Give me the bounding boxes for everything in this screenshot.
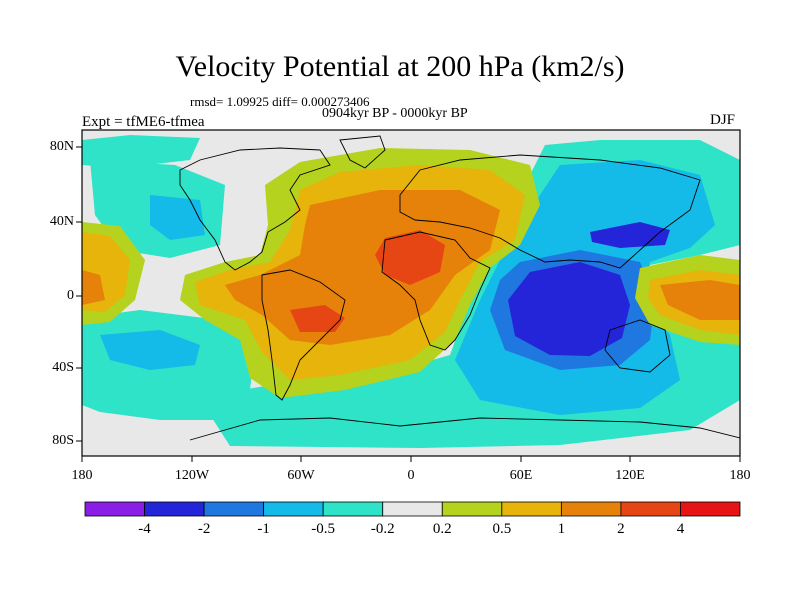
contour-pos-1-west-pacific: [660, 280, 740, 320]
contour-neg-0.5-pacific: [150, 195, 205, 240]
contour-pos-1-main: [225, 190, 500, 345]
colorbar-swatch: [144, 501, 205, 517]
lat-label-80n: 80N: [49, 139, 74, 154]
lon-label-120w: 120W: [174, 468, 210, 483]
colorbar-swatch: [560, 501, 622, 517]
axis-ticks: [76, 146, 741, 462]
coastlines: [179, 135, 740, 441]
lon-label-120e: 120E: [615, 468, 645, 483]
colorbar-label: -0.5: [311, 521, 336, 537]
lat-label-0: 0: [67, 288, 74, 303]
contour-neg-0.5-south-pacific: [100, 330, 200, 370]
experiment-label: Expt = tfME6-tfmea: [82, 114, 205, 130]
colorbar-swatch: [441, 501, 503, 517]
colorbar-label: -1: [257, 521, 270, 537]
lon-label-180w: 180: [71, 468, 93, 483]
colorbar-label: 4: [676, 521, 685, 537]
coast-greenland: [339, 135, 386, 169]
colorbar-swatch: [620, 501, 681, 517]
colorbar-swatch: [382, 501, 443, 517]
coast-australia: [604, 319, 671, 373]
coast-africa: [381, 231, 491, 351]
colorbar-label: 0.5: [492, 521, 512, 537]
lat-label-80s: 80S: [52, 433, 74, 448]
colorbar-label: 2: [617, 521, 625, 537]
colorbar-swatch: [203, 501, 265, 517]
colorbar-label: 0.2: [432, 521, 452, 537]
coast-north-america: [179, 147, 331, 271]
contour-pos-2-africa: [375, 230, 445, 285]
colorbar-label: -2: [197, 521, 211, 537]
colorbar: [84, 501, 741, 517]
contour-pos-2-south-atlantic: [290, 305, 345, 332]
time-period-label: 0904kyr BP - 0000kyr BP: [322, 106, 468, 121]
contour-pos-1-east-pacific: [82, 270, 105, 305]
lon-label-0: 0: [407, 468, 415, 483]
colorbar-swatch: [680, 501, 741, 517]
season-label: DJF: [710, 112, 736, 128]
colorbar-label: -4: [138, 521, 151, 537]
colorbar-swatch: [322, 501, 384, 517]
rmsd-diff-stats: rmsd= 1.09925 diff= 0.000273406: [190, 94, 370, 109]
colorbar-swatch: [84, 501, 145, 517]
colorbar-label: 1: [557, 521, 566, 537]
lat-label-40n: 40N: [49, 214, 74, 229]
colorbar-swatch: [263, 501, 324, 517]
coast-south-america: [261, 269, 346, 401]
plot-title: Velocity Potential at 200 hPa (km2/s): [175, 50, 625, 83]
colorbar-swatch: [501, 501, 562, 517]
lon-label-60w: 60W: [287, 468, 315, 483]
lat-label-40s: 40S: [52, 360, 74, 375]
contour-neg-2-indian-ocean: [508, 262, 630, 356]
lon-label-60e: 60E: [509, 468, 533, 483]
colorbar-label: -0.2: [370, 521, 395, 537]
coast-antarctica: [189, 417, 740, 441]
contour-neg-0.2-arctic: [82, 135, 200, 168]
coast-eurasia: [399, 154, 701, 269]
contour-field: [82, 130, 740, 456]
lon-label-180e: 180: [729, 468, 751, 483]
